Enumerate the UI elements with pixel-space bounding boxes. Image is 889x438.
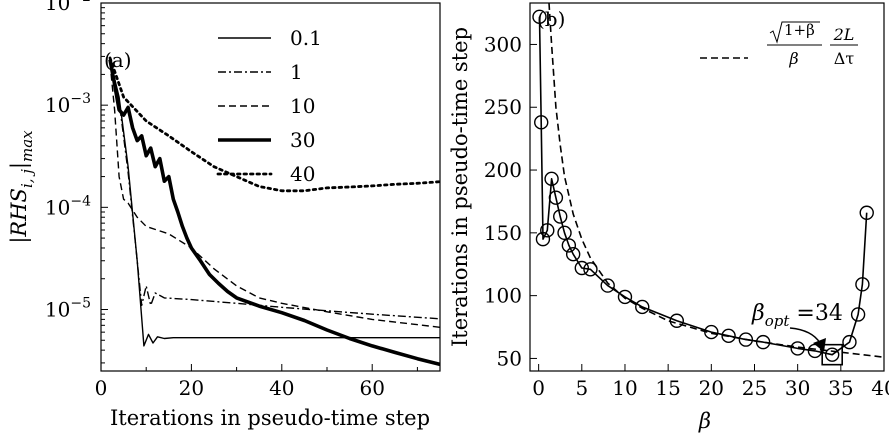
panel-b-y-tick-label: 250 bbox=[484, 95, 522, 119]
panel-a-axes-frame bbox=[100, 2, 441, 372]
beta-opt-box bbox=[821, 343, 843, 366]
panel-b-y-tick-label: 150 bbox=[484, 221, 522, 245]
formula-denominator-2: Δτ bbox=[834, 49, 855, 68]
panel-b-x-tick-label: 15 bbox=[655, 376, 680, 400]
panel-b-data-point bbox=[574, 260, 590, 276]
panel-a-series-10 bbox=[109, 62, 441, 328]
panel-a-series-40 bbox=[108, 56, 442, 193]
panel-a-series-1 bbox=[109, 60, 441, 320]
panel-b-y-tick-label: 200 bbox=[484, 158, 522, 182]
panel-a-series-30 bbox=[108, 59, 441, 367]
panel-a-y-axis-label: |RHSi, j|max bbox=[7, 130, 36, 244]
panel-b-data-point bbox=[553, 209, 568, 224]
panel-b-data-point bbox=[824, 347, 840, 362]
panel-b-data-point bbox=[532, 9, 547, 25]
panel-b-data-point bbox=[548, 190, 564, 205]
panel-a-x-tick-label: 40 bbox=[269, 376, 294, 400]
panel-a-x-tick-label: 60 bbox=[359, 376, 384, 400]
panel-b-data-point bbox=[704, 324, 719, 340]
panel-a-y-tick-label: 10−2 bbox=[45, 0, 91, 15]
panel-a-series-0.1 bbox=[109, 59, 440, 347]
panel-b-y-tick-label: 50 bbox=[497, 346, 522, 370]
panel-b-data-point bbox=[561, 238, 577, 253]
panel-b-legend-formula: 1+β β 2L Δτ bbox=[767, 21, 858, 68]
panel-b-label: (b) bbox=[537, 7, 565, 31]
panel-b-data-point bbox=[557, 225, 572, 241]
panel-b-x-tick-label: 10 bbox=[612, 376, 637, 400]
panel-b: 0 5 10 15 20 25 30 35 40 50 100 150 200 250 300 (b) β… bbox=[448, 2, 889, 433]
panel-a-label: (a) bbox=[104, 48, 132, 72]
panel-b-data-point bbox=[544, 171, 559, 187]
panel-a-x-tick-label: 0 bbox=[95, 376, 108, 400]
panel-b-y-ticks: 50 100 150 200 250 300 bbox=[484, 32, 537, 370]
panel-b-data-point bbox=[617, 289, 633, 305]
formula-sqrt-argument: 1+β bbox=[784, 21, 815, 39]
sqrt-sign bbox=[769, 21, 820, 44]
formula-denominator-1: β bbox=[788, 49, 798, 68]
legend-label-10: 10 bbox=[290, 94, 315, 118]
panel-b-x-tick-label: 30 bbox=[785, 376, 810, 400]
panel-b-data-point bbox=[721, 328, 736, 344]
panel-b-axes-frame bbox=[529, 2, 885, 372]
panel-b-data-point bbox=[600, 278, 615, 293]
panel-b-x-tick-label: 5 bbox=[575, 376, 588, 400]
panel-b-data-point bbox=[540, 223, 555, 238]
panel-b-data-point bbox=[850, 307, 866, 322]
panel-b-x-ticks: 0 5 10 15 20 25 30 35 40 bbox=[532, 364, 889, 400]
panel-b-x-tick-label: 0 bbox=[532, 376, 545, 400]
formula-numerator-2: 2L bbox=[833, 25, 855, 44]
panel-b-x-tick-label: 40 bbox=[871, 376, 889, 400]
panel-b-data-point bbox=[535, 231, 551, 247]
panel-b-data-point bbox=[790, 341, 805, 356]
panel-b-series bbox=[532, 2, 885, 362]
panel-b-data-point bbox=[842, 334, 857, 350]
panel-b-data-point bbox=[583, 262, 598, 277]
panel-a: 0 20 40 60 10−2 10−3 10−4 10−5 (a) Iterations … bbox=[7, 0, 442, 430]
panel-b-data-point bbox=[635, 299, 650, 315]
panel-b-data-point bbox=[565, 246, 581, 262]
panel-b-y-tick-label: 300 bbox=[484, 32, 522, 56]
panel-a-series bbox=[108, 56, 442, 367]
panel-b-data-point bbox=[859, 205, 874, 220]
panel-b-x-tick-label: 25 bbox=[742, 376, 767, 400]
panel-b-x-axis-label: β bbox=[698, 409, 711, 433]
panel-b-legend: 1+β β 2L Δτ bbox=[700, 21, 858, 68]
panel-b-data-point bbox=[534, 115, 549, 130]
panel-b-x-tick-label: 35 bbox=[828, 376, 853, 400]
legend-label-1: 1 bbox=[290, 60, 303, 84]
panel-a-x-axis-label: Iterations in pseudo-time step bbox=[110, 406, 430, 430]
panel-b-data-point bbox=[755, 334, 771, 350]
panel-b-data-point bbox=[738, 332, 754, 347]
beta-opt-arrow bbox=[789, 327, 821, 344]
panel-a-y-tick-label: 10−4 bbox=[45, 193, 91, 219]
legend-label-0.1: 0.1 bbox=[290, 26, 322, 50]
panel-b-annotation: βopt =34 bbox=[751, 301, 843, 366]
panel-b-x-tick-label: 20 bbox=[699, 376, 724, 400]
panel-b-data-point bbox=[855, 277, 870, 292]
panel-b-data-point bbox=[669, 313, 684, 328]
panel-a-legend: 0.1 1 10 30 40 bbox=[216, 26, 322, 186]
panel-a-y-tick-label: 10−5 bbox=[45, 295, 91, 321]
panel-b-y-tick-label: 100 bbox=[484, 284, 522, 308]
panel-b-y-axis-label: Iterations in pseudo-time step bbox=[448, 27, 472, 347]
panel-a-y-tick-label: 10−3 bbox=[45, 91, 91, 117]
panel-a-x-tick-label: 20 bbox=[179, 376, 204, 400]
beta-opt-label: βopt =34 bbox=[751, 301, 843, 330]
legend-label-30: 30 bbox=[290, 128, 315, 152]
panel-a-x-ticks: 0 20 40 60 bbox=[95, 364, 418, 400]
panel-a-y-ticks: 10−2 10−3 10−4 10−5 bbox=[45, 0, 108, 364]
legend-label-40: 40 bbox=[290, 162, 315, 186]
